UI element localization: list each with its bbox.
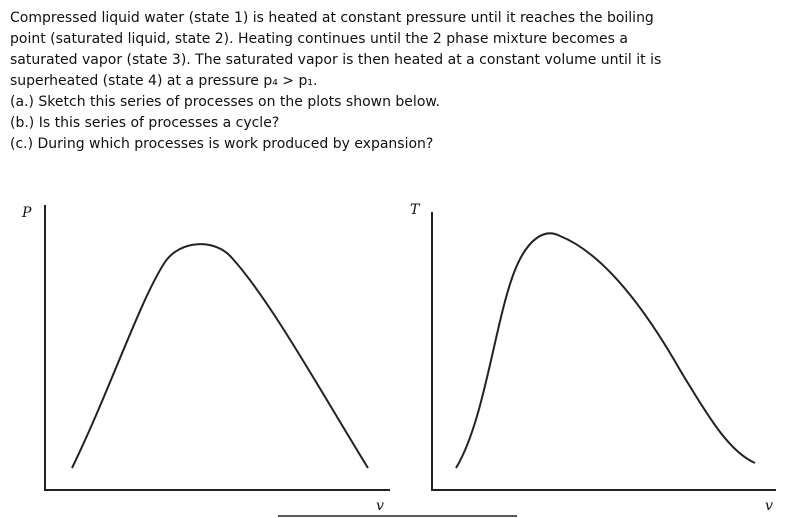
x-axis-label: v (376, 498, 384, 514)
x-axis-label: v (765, 498, 773, 514)
saturation-dome (455, 232, 756, 469)
pv-plot: P v (21, 205, 390, 514)
question: (a.) Sketch this series of processes on … (10, 94, 440, 110)
tv-plot: T v (410, 202, 776, 514)
y-axis-label: T (410, 202, 421, 218)
problem-text: Compressed liquid water (state 1) is hea… (10, 10, 654, 26)
problem-text: point (saturated liquid, state 2). Heati… (10, 31, 628, 47)
saturation-dome (71, 243, 369, 469)
question: (c.) During which processes is work prod… (10, 136, 434, 152)
problem-text: superheated (state 4) at a pressure p₄ >… (10, 73, 318, 89)
y-axis-label: P (21, 205, 32, 221)
question: (b.) Is this series of processes a cycle… (10, 115, 280, 131)
problem-text: saturated vapor (state 3). The saturated… (10, 52, 662, 68)
